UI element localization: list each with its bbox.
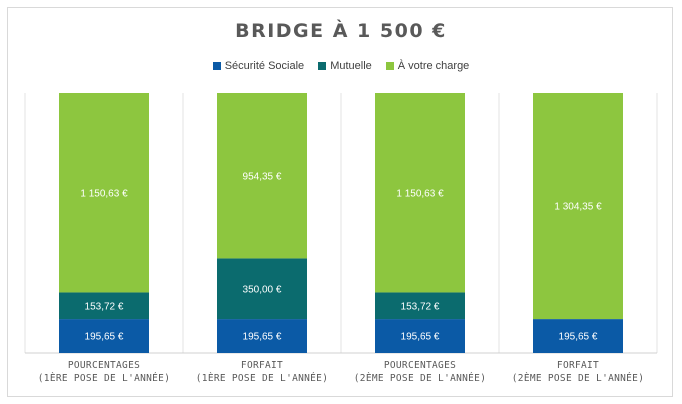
- category-label: FORFAIT: [241, 360, 283, 371]
- category-label: POURCENTAGES: [384, 360, 456, 371]
- category-label: (1ÈRE POSE DE L'ANNÉE): [38, 372, 170, 384]
- data-label: 195,65 €: [401, 332, 440, 343]
- category-label: (2ÈME POSE DE L'ANNÉE): [354, 372, 486, 384]
- data-label: 1 150,63 €: [396, 188, 444, 199]
- bar-segment: [59, 93, 149, 293]
- data-label: 1 304,35 €: [554, 202, 602, 213]
- legend-item-2: À votre charge: [385, 60, 470, 72]
- category-label: (2ÈME POSE DE L'ANNÉE): [512, 372, 644, 384]
- chart-legend: Sécurité Sociale Mutuelle À votre charge: [0, 60, 682, 72]
- data-label: 1 150,63 €: [80, 188, 128, 199]
- bar-segment: [217, 258, 307, 320]
- data-label: 195,65 €: [243, 332, 282, 343]
- data-label: 153,72 €: [401, 301, 440, 312]
- data-label: 195,65 €: [559, 332, 598, 343]
- data-label: 153,72 €: [85, 301, 124, 312]
- legend-label: À votre charge: [397, 60, 470, 72]
- legend-swatch: [212, 62, 221, 70]
- data-label: 954,35 €: [243, 171, 282, 182]
- category-label: (1ÈRE POSE DE L'ANNÉE): [196, 372, 328, 384]
- category-label: FORFAIT: [557, 360, 599, 371]
- bar-segment: [59, 319, 149, 353]
- data-label: 350,00 €: [243, 284, 282, 295]
- legend-swatch: [385, 62, 394, 70]
- bar-segment: [375, 319, 465, 353]
- legend-item-0: Sécurité Sociale: [212, 60, 305, 72]
- legend-item-1: Mutuelle: [318, 60, 372, 72]
- bar-segment: [217, 319, 307, 353]
- chart-title: BRIDGE À 1 500 €: [235, 20, 447, 42]
- bar-segment: [533, 93, 623, 320]
- bar-segment: [375, 93, 465, 293]
- bar-segment: [59, 292, 149, 320]
- bar-segment: [375, 292, 465, 320]
- legend-label: Sécurité Sociale: [224, 60, 305, 72]
- category-label: POURCENTAGES: [68, 360, 140, 371]
- bar-segment: [217, 93, 307, 259]
- bar-segment: [533, 319, 623, 353]
- legend-label: Mutuelle: [330, 60, 372, 72]
- data-label: 195,65 €: [85, 332, 124, 343]
- legend-swatch: [318, 62, 327, 70]
